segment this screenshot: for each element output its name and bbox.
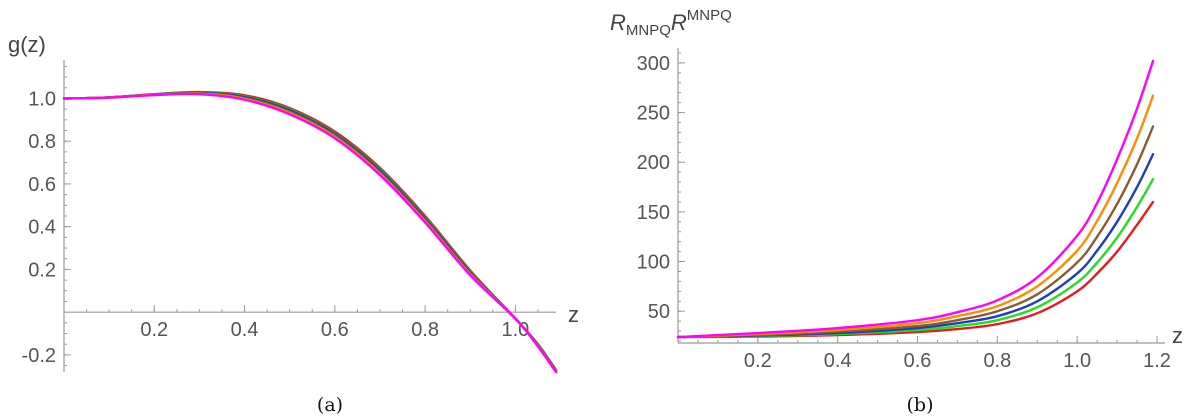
chart-b-ylabel-sub: MNPQ	[626, 22, 671, 39]
a-series-line-1	[62, 90, 558, 372]
a-x-tick-label: 0.8	[411, 319, 439, 341]
chart-a-ylabel: g(z)	[8, 32, 46, 57]
chart-a-axes	[63, 60, 556, 372]
chart-b-ylabel-main: R	[610, 10, 626, 35]
a-x-tick-label: 0.2	[140, 319, 168, 341]
chart-b-ylabel: RMNPQRMNPQ	[610, 7, 732, 39]
b-y-tick-label: 100	[637, 252, 670, 274]
b-y-tick-label: 250	[637, 103, 670, 125]
b-x-tick-label: 0.8	[983, 350, 1011, 372]
chart-b-ylabel-main2: R	[671, 10, 687, 35]
a-y-tick-label: -0.2	[22, 345, 56, 367]
a-series-line-3	[62, 91, 558, 372]
a-y-tick-label: 0.6	[28, 174, 56, 196]
chart-a-series	[62, 90, 558, 374]
a-series-line-6	[62, 92, 558, 374]
chart-a-caption: (a)	[317, 394, 343, 416]
b-x-tick-label: 0.2	[744, 350, 772, 372]
b-y-tick-label: 200	[637, 152, 670, 174]
b-x-tick-label: 0.4	[824, 350, 852, 372]
b-y-tick-label: 300	[637, 53, 670, 75]
b-series-line-5	[676, 94, 1155, 339]
a-series-line-4	[62, 91, 558, 373]
b-x-tick-label: 1.0	[1063, 350, 1091, 372]
b-y-tick-label: 150	[637, 202, 670, 224]
a-x-tick-label: 0.6	[321, 319, 349, 341]
chart-b-ylabel-sup: MNPQ	[687, 7, 732, 24]
b-series-line-3	[676, 153, 1155, 339]
chart-a-xlabel: z	[568, 302, 579, 327]
chart-b-series	[676, 59, 1155, 339]
a-y-tick-label: 0.8	[28, 131, 56, 153]
chart-b-axes	[677, 48, 1165, 344]
a-series-line-5	[62, 92, 558, 373]
chart-b-caption: (b)	[907, 394, 934, 416]
a-y-tick-label: 0.4	[28, 217, 56, 239]
chart-a-ticks: 0.2 0.4 0.6 0.8 1.0-0.20.20.40.60.81.0	[22, 65, 539, 367]
chart-b-ticks: 0.2 0.4 0.6 0.8 1.0 1.2 50 100 150 200 250 300	[637, 52, 1171, 372]
a-series-line-2	[62, 91, 558, 372]
b-x-tick-label: 0.6	[904, 350, 932, 372]
a-y-tick-label: 1.0	[28, 88, 56, 110]
b-series-line-4	[676, 125, 1155, 339]
b-series-line-6	[676, 59, 1155, 339]
b-x-tick-label: 1.2	[1143, 350, 1171, 372]
chart-b-xlabel: z	[1172, 323, 1183, 348]
chart-a: 0.2 0.4 0.6 0.8 1.0-0.20.20.40.60.81.0 g(z) …	[8, 32, 579, 416]
a-y-tick-label: 0.2	[28, 259, 56, 281]
b-y-tick-label: 50	[648, 301, 670, 323]
a-x-tick-label: 0.4	[231, 319, 259, 341]
